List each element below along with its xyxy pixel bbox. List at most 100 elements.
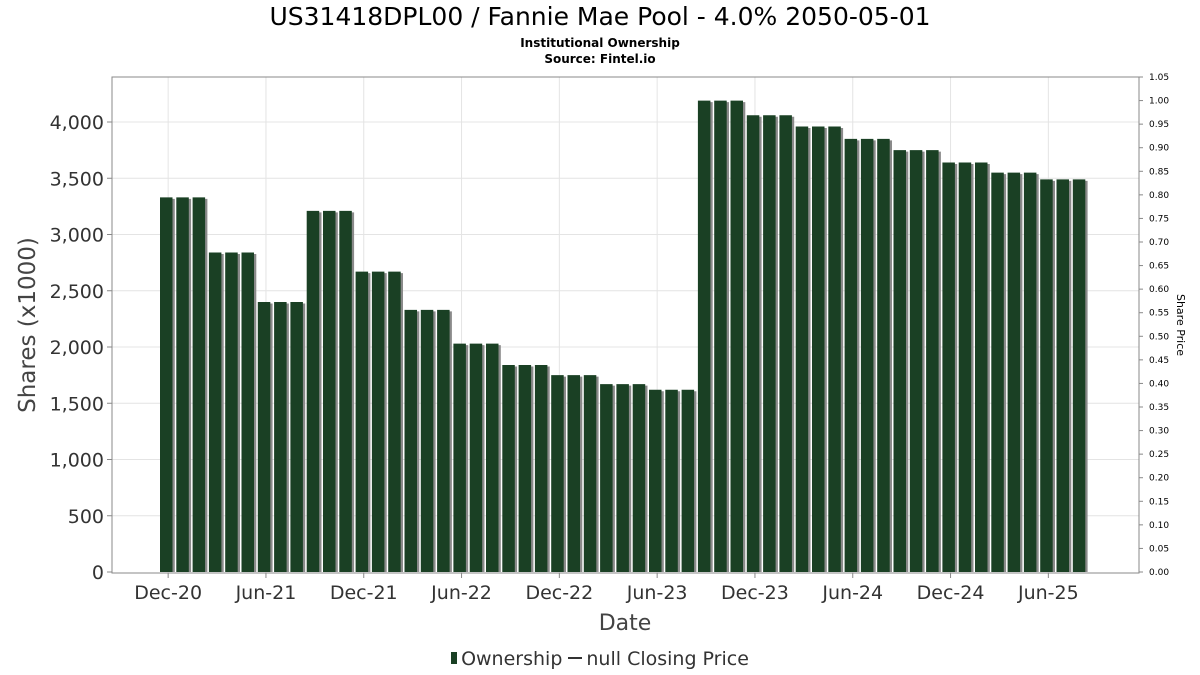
ownership-bar <box>893 150 906 572</box>
ownership-bar <box>567 375 580 572</box>
ownership-legend-label: Ownership <box>461 648 563 670</box>
y2-tick-label: 0.25 <box>1149 450 1169 460</box>
x-tick-label: Dec-21 <box>330 582 398 604</box>
chart-source: Source: Fintel.io <box>544 52 656 66</box>
y-tick-label: 3,000 <box>50 225 104 247</box>
y2-axis-ticks: 0.00 0.05 0.10 0.15 0.20 0.25 0.30 0.35 0.40 0.45… <box>1139 73 1169 578</box>
ownership-bar <box>1072 179 1086 572</box>
ownership-bar <box>828 126 841 572</box>
ownership-bar <box>1056 179 1069 572</box>
y-axis-ticks: 0 500 1,000 1,500 2,000 2,500 3,000 3,500 4,000 <box>50 112 112 584</box>
ownership-bar <box>192 197 206 572</box>
y2-tick-label: 0.45 <box>1149 356 1169 366</box>
y2-tick-label: 0.65 <box>1149 262 1169 272</box>
y2-tick-label: 0.05 <box>1149 544 1169 554</box>
ownership-bar <box>241 252 254 572</box>
ownership-bar <box>371 271 385 572</box>
y-tick-label: 1,000 <box>50 450 104 472</box>
bars <box>160 100 1088 572</box>
ownership-bar <box>877 138 890 572</box>
ownership-bar <box>697 100 711 572</box>
ownership-bar <box>909 150 923 572</box>
y-tick-label: 2,000 <box>50 337 104 359</box>
y2-tick-label: 0.75 <box>1149 214 1169 224</box>
ownership-bar <box>958 162 972 572</box>
ownership-bar <box>323 210 336 572</box>
y2-tick-label: 0.35 <box>1149 403 1169 413</box>
ownership-bar <box>388 271 401 572</box>
price-legend-line <box>568 656 583 659</box>
ownership-bar <box>404 309 417 572</box>
y2-tick-label: 0.20 <box>1149 474 1169 484</box>
ownership-bar <box>583 375 597 572</box>
ownership-bar <box>942 162 955 572</box>
plot-area <box>111 76 1140 574</box>
ownership-bar <box>518 365 532 572</box>
x-tick-label: Dec-23 <box>721 582 789 604</box>
y2-tick-label: 0.15 <box>1149 497 1169 507</box>
ownership-bar <box>714 100 727 572</box>
y2-tick-label: 0.60 <box>1149 285 1169 295</box>
ownership-legend-swatch <box>451 651 458 664</box>
ownership-bar <box>486 343 499 572</box>
x-tick-label: Dec-24 <box>917 582 985 604</box>
ownership-bar <box>975 162 988 572</box>
ownership-bar <box>730 100 743 572</box>
y2-axis-label: Share Price <box>1174 294 1187 356</box>
ownership-bar <box>632 384 646 572</box>
x-tick-label: Jun-22 <box>430 582 492 604</box>
ownership-bar <box>665 389 678 572</box>
x-axis-label: Date <box>599 611 652 636</box>
ownership-bar <box>746 115 760 572</box>
ownership-bar <box>600 384 613 572</box>
x-tick-label: Dec-20 <box>134 582 202 604</box>
x-tick-label: Dec-22 <box>525 582 593 604</box>
x-tick-label: Jun-21 <box>235 582 297 604</box>
y2-tick-label: 0.70 <box>1149 238 1169 248</box>
ownership-bar <box>306 210 320 572</box>
x-tick-label: Jun-25 <box>1017 582 1079 604</box>
y2-tick-label: 1.00 <box>1149 97 1169 107</box>
ownership-bar <box>534 365 548 572</box>
ownership-bar <box>991 172 1004 572</box>
y2-tick-label: 0.30 <box>1149 427 1169 437</box>
y2-tick-label: 0.50 <box>1149 332 1169 342</box>
ownership-bar <box>257 302 271 572</box>
y2-tick-label: 0.85 <box>1149 167 1169 177</box>
y-tick-label: 4,000 <box>50 112 104 134</box>
ownership-bar <box>225 252 238 572</box>
ownership-bar <box>208 252 222 572</box>
ownership-bar <box>844 138 858 572</box>
ownership-bar <box>616 384 629 572</box>
ownership-bar <box>502 365 515 572</box>
y-tick-label: 0 <box>92 562 104 584</box>
y-axis-label: Shares (x1000) <box>15 237 41 413</box>
y-tick-label: 3,500 <box>50 168 104 190</box>
y-tick-label: 500 <box>68 506 104 528</box>
price-legend-label: null Closing Price <box>586 648 749 670</box>
x-tick-label: Jun-23 <box>626 582 688 604</box>
y2-tick-label: 0.10 <box>1149 521 1169 531</box>
y2-tick-label: 0.40 <box>1149 379 1169 389</box>
ownership-bar <box>437 309 450 572</box>
ownership-bar <box>860 138 874 572</box>
y2-tick-label: 0.80 <box>1149 191 1169 201</box>
ownership-bar <box>812 126 825 572</box>
ownership-bar <box>469 343 483 572</box>
ownership-bar <box>649 389 662 572</box>
ownership-bar <box>926 150 939 572</box>
ownership-bar <box>176 197 189 572</box>
y-tick-label: 1,500 <box>50 393 104 415</box>
chart-title: US31418DPL00 / Fannie Mae Pool - 4.0% 20… <box>269 2 931 31</box>
ownership-bar <box>551 375 564 572</box>
ownership-bar <box>795 126 809 572</box>
y-tick-label: 2,500 <box>50 281 104 303</box>
ownership-bar <box>160 197 173 572</box>
ownership-bar <box>355 271 369 572</box>
y2-tick-label: 0.55 <box>1149 309 1169 319</box>
ownership-bar <box>1007 172 1021 572</box>
y2-tick-label: 1.05 <box>1149 73 1169 83</box>
y2-tick-label: 0.00 <box>1149 568 1169 578</box>
ownership-bar <box>339 210 352 572</box>
